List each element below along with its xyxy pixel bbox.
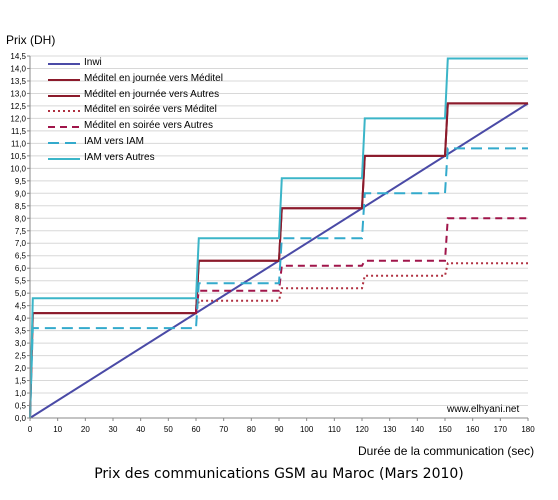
y-axis-label: Prix (DH): [6, 33, 56, 47]
y-tick-label: 12,0: [10, 114, 26, 123]
series-line-7: [29, 57, 528, 419]
legend-label: IAM vers IAM: [84, 135, 145, 147]
y-tick-label: 7,0: [15, 239, 27, 248]
y-tick-label: 7,5: [15, 227, 27, 236]
y-tick-label: 5,5: [15, 277, 27, 286]
y-tick-label: 1,0: [15, 389, 27, 398]
series-line-6: [29, 147, 528, 419]
axes: [27, 55, 529, 421]
x-tick-label: 10: [53, 425, 62, 434]
series-line-5: [195, 217, 528, 314]
legend-swatch: [48, 126, 80, 129]
y-tick-label: 5,0: [15, 289, 27, 298]
y-tick-label: 14,0: [10, 64, 26, 73]
x-tick-label: 70: [219, 425, 228, 434]
x-tick-label: 110: [328, 425, 341, 434]
x-tick-label: 100: [300, 425, 314, 434]
y-tick-label: 9,5: [15, 177, 27, 186]
y-tick-label: 11,0: [11, 139, 27, 148]
y-tick-label: 6,0: [15, 264, 27, 273]
y-tick-label: 8,5: [15, 202, 27, 211]
x-tick-label: 130: [383, 425, 397, 434]
y-tick-label: 2,5: [15, 352, 27, 361]
legend-swatch: [48, 141, 80, 144]
x-tick-label: 50: [164, 425, 173, 434]
legend-swatch: [48, 110, 80, 113]
legend-swatch: [48, 78, 80, 81]
y-tick-label: 0,5: [15, 402, 27, 411]
y-tick-label: 3,0: [15, 339, 27, 348]
y-tick-label: 1,5: [15, 377, 27, 386]
chart-title: Prix des communications GSM au Maroc (Ma…: [94, 466, 464, 482]
series-line-4: [195, 262, 528, 314]
legend-label: Méditel en soirée vers Méditel: [84, 104, 217, 116]
legend-label: Méditel en journée vers Autres: [84, 88, 220, 100]
y-tick-label: 12,5: [10, 102, 26, 111]
x-tick-label: 180: [521, 425, 535, 434]
legend-label: Méditel en soirée vers Autres: [84, 120, 213, 132]
x-tick-label: 160: [466, 425, 480, 434]
legend-label: IAM vers Autres: [84, 151, 155, 163]
legend-label: Inwi: [84, 57, 102, 68]
y-tick-label: 13,5: [10, 77, 26, 86]
y-tick-label: 14,5: [10, 52, 26, 61]
y-tick-label: 8,0: [15, 214, 27, 223]
x-tick-label: 20: [81, 425, 90, 434]
x-axis-label: Durée de la communication (sec): [358, 444, 535, 458]
y-tick-label: 11,5: [11, 127, 27, 136]
x-tick-label: 30: [109, 425, 118, 434]
tick-labels: 0,0 0,5 1,0 1,5 2,0 2,5 3,0 3,5 4,0 4,5 5,0 5,5 6,0 6…: [10, 52, 535, 434]
y-tick-label: 9,0: [15, 189, 27, 198]
x-tick-label: 80: [247, 425, 256, 434]
x-tick-label: 170: [494, 425, 508, 434]
x-tick-label: 150: [438, 425, 452, 434]
x-tick-label: 90: [275, 425, 284, 434]
legend-label: Méditel en journée vers Méditel: [84, 72, 223, 84]
y-tick-label: 4,0: [15, 314, 27, 323]
y-tick-label: 10,0: [10, 164, 26, 173]
y-tick-label: 6,5: [15, 252, 27, 261]
series-line-3: [29, 102, 528, 419]
y-tick-label: 3,5: [15, 327, 27, 336]
x-tick-label: 40: [136, 425, 145, 434]
watermark: www.elhyani.net: [447, 404, 520, 415]
x-tick-label: 60: [192, 425, 201, 434]
legend-swatch: [48, 157, 80, 160]
y-tick-label: 4,5: [15, 302, 27, 311]
x-tick-label: 120: [355, 425, 369, 434]
legend-swatch: [48, 94, 80, 97]
x-tick-label: 140: [411, 425, 425, 434]
legend-swatch: [48, 63, 80, 65]
series-layer: [29, 57, 529, 419]
y-tick-label: 0,0: [15, 414, 27, 423]
x-tick-label: 0: [28, 425, 33, 434]
y-tick-label: 10,5: [10, 152, 26, 161]
y-tick-label: 13,0: [10, 89, 26, 98]
y-tick-label: 2,0: [15, 364, 27, 373]
